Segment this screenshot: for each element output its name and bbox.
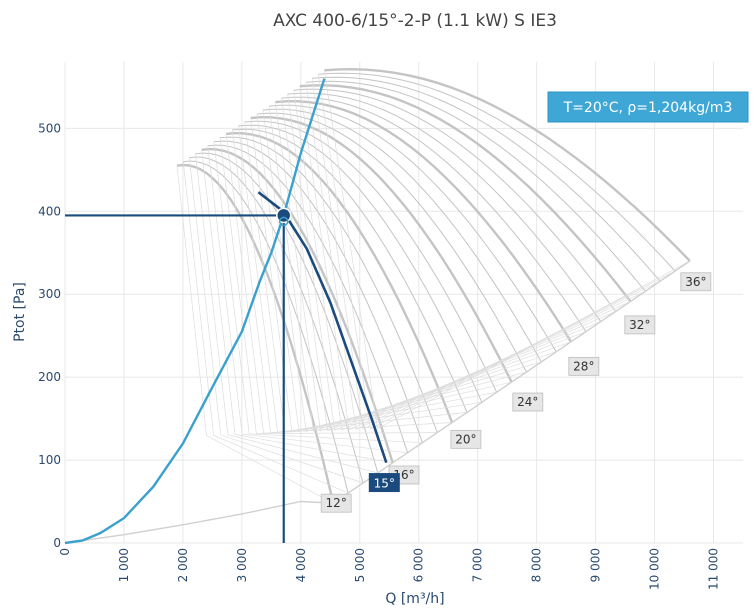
- blade-angle-curve-33: [305, 80, 646, 292]
- blade-angle-flank-30: [287, 94, 601, 431]
- blade-angle-flank-14: [188, 157, 364, 484]
- blade-angle-curve-27: [269, 104, 557, 353]
- blade-angle-flank-29: [281, 98, 587, 432]
- blade-angle-flank-22: [238, 125, 482, 433]
- y-tick-label: 0: [53, 536, 61, 550]
- x-tick-label: 4 000: [294, 548, 308, 582]
- blade-angle-curve-26: [262, 108, 542, 363]
- blade-angle-flank-21: [231, 129, 468, 434]
- blade-angle-flank-18: [213, 141, 423, 444]
- angle-label-box: [320, 493, 352, 513]
- blade-angle-curve-21: [232, 128, 468, 413]
- y-tick-label: 500: [38, 121, 61, 135]
- blade-angle-flank-24: [250, 117, 512, 433]
- blade-angle-curve-19: [219, 136, 438, 433]
- angle-label: 32°: [629, 318, 650, 332]
- angle-label-box: [568, 356, 600, 376]
- blade-angle-curve-25: [256, 112, 527, 373]
- x-tick-label: 5 000: [353, 548, 367, 582]
- angle-label: 12°: [326, 496, 347, 510]
- blade-angle-curve-34: [312, 76, 661, 282]
- blade-angle-curve-28: [275, 100, 573, 343]
- blade-angle-flank-17: [207, 145, 408, 454]
- blade-angle-curve-30: [287, 92, 602, 322]
- blade-angle-flank-25: [256, 113, 527, 433]
- y-tick-label: 200: [38, 370, 61, 384]
- angle-label: 20°: [455, 432, 476, 446]
- angle-label: 24°: [517, 395, 538, 409]
- x-tick-label: 10 000: [648, 548, 662, 590]
- y-tick-label: 300: [38, 287, 61, 301]
- curve-labels: 12°16°20°24°28°32°36°15°: [320, 272, 712, 513]
- blade-angle-curve-24: [250, 115, 513, 383]
- blade-angle-flank-20: [225, 133, 453, 434]
- blade-angle-flank-32: [299, 86, 631, 431]
- blade-angle-curve-14: [189, 156, 364, 484]
- angle-label: 36°: [685, 275, 706, 289]
- blade-angle-curve-31: [293, 88, 617, 312]
- main-curves: [64, 78, 388, 545]
- angle-label: 28°: [573, 359, 594, 373]
- blade-angle-curve-36: [324, 67, 691, 262]
- chart-title: AXC 400-6/15°-2-P (1.1 kW) S IE3: [273, 11, 557, 31]
- blade-angle-curve-13: [183, 160, 349, 494]
- blade-angle-curve-32: [299, 84, 632, 303]
- x-tick-label: 8 000: [530, 548, 544, 582]
- blade-angle-flank-23: [244, 121, 497, 433]
- x-tick-label: 2 000: [176, 548, 190, 582]
- blade-angle-curve-17: [207, 144, 409, 453]
- blade-angle-flank-16: [201, 149, 393, 464]
- blade-angle-flank-36: [324, 70, 691, 430]
- conditions-box: [547, 91, 749, 123]
- grid: [64, 62, 743, 544]
- x-tick-label: 0: [58, 548, 72, 556]
- blade-angle-curve-15: [195, 152, 379, 474]
- axis-ticks: 0 1 000 2 000 3 000 4 000 5 000 6 000 7 000 8 00…: [38, 121, 720, 590]
- blade-angle-curve-20: [225, 131, 454, 423]
- x-axis-title: Q [m³/h]: [385, 591, 444, 607]
- blade-angle-flank-13: [182, 161, 349, 494]
- blade-angle-curve-23: [244, 120, 498, 393]
- x-tick-label: 3 000: [235, 548, 249, 582]
- blade-angle-flank-34: [311, 78, 661, 430]
- blade-angle-curve-35: [318, 72, 676, 272]
- x-tick-label: 7 000: [471, 548, 485, 582]
- blade-angle-flank-33: [305, 82, 646, 430]
- selected-curve-label: 15°: [374, 477, 395, 491]
- bottom-envelope: [64, 260, 691, 544]
- angle-label-box: [680, 272, 712, 292]
- angle-label-box: [624, 315, 656, 335]
- blade-angle-flank-12: [176, 165, 334, 504]
- blade-angle-flank-26: [262, 109, 542, 432]
- angle-label-box: [512, 392, 544, 412]
- x-tick-label: 6 000: [412, 548, 426, 582]
- blade-angle-flank-15: [195, 153, 378, 474]
- y-tick-label: 400: [38, 204, 61, 218]
- x-tick-label: 1 000: [117, 548, 131, 582]
- x-tick-label: 11 000: [707, 548, 721, 590]
- selected-curve-label-box: [368, 473, 400, 493]
- operating-point-marker: [275, 207, 292, 224]
- angle-label-box: [450, 429, 482, 449]
- blade-angle-curve-12: [176, 163, 335, 504]
- blade-angle-flank-31: [293, 90, 616, 431]
- x-tick-label: 9 000: [589, 548, 603, 582]
- operating-point-ring: [278, 216, 289, 227]
- angle-family-curves: [64, 67, 691, 544]
- y-axis-title: Ptot [Pa]: [12, 282, 28, 342]
- y-tick-label: 100: [38, 453, 61, 467]
- conditions-text: T=20°C, ρ=1,204kg/m3: [563, 100, 733, 116]
- conditions-legend: T=20°C, ρ=1,204kg/m3: [547, 91, 749, 123]
- blade-angle-curve-29: [281, 96, 587, 332]
